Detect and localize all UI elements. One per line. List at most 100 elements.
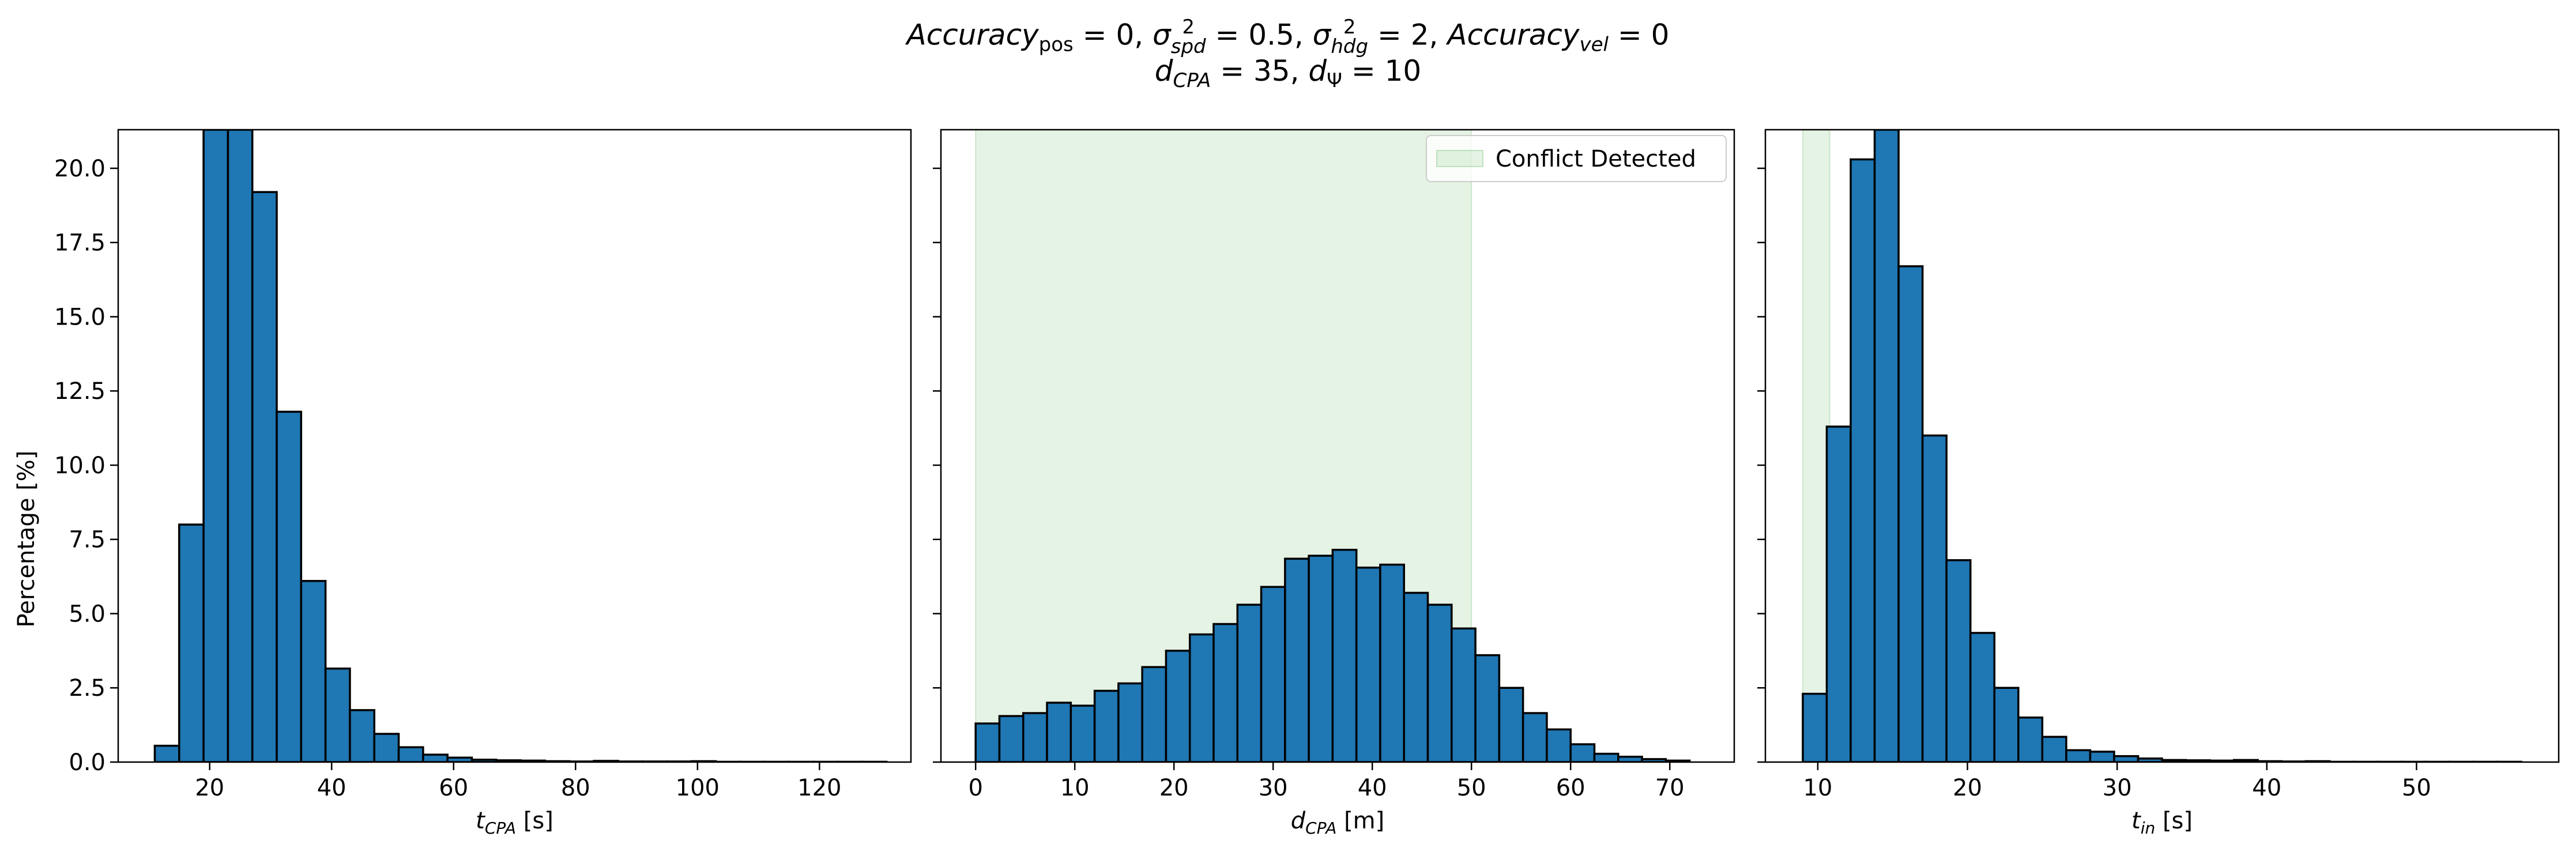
histogram-bar xyxy=(349,709,375,762)
histogram-bar xyxy=(1617,755,1643,762)
chart-title-line1: Accuracypos = 0, σ 2 spd = 0.5, σ 2 hdg = 2,… xyxy=(0,17,2576,56)
histogram-bar xyxy=(974,722,1001,762)
y-tick-label: 15.0 xyxy=(54,304,106,330)
histogram-bar xyxy=(1426,604,1453,762)
histogram-bar xyxy=(1945,559,1972,762)
legend-swatch xyxy=(1436,150,1483,167)
histogram-bar xyxy=(1897,265,1924,762)
histogram-bar xyxy=(1046,702,1072,762)
title-spd-value: = 0.5, xyxy=(1206,18,1313,52)
x-axis-label-unit: [m] xyxy=(1336,808,1385,834)
title-vel-value: = 0 xyxy=(1609,18,1670,52)
title-hdg-sub: hdg xyxy=(1331,35,1369,58)
histogram-bar xyxy=(2089,751,2115,762)
histogram-bar xyxy=(1474,654,1501,762)
histogram-bar xyxy=(324,668,351,762)
histogram-bar xyxy=(1546,728,1572,762)
histogram-bar xyxy=(178,523,205,762)
histogram-bar xyxy=(1260,586,1286,762)
x-tick-label: 0 xyxy=(968,775,982,801)
title-spd-sup: 2 xyxy=(1182,16,1195,39)
histogram-bar xyxy=(1093,689,1120,762)
x-tick-label: 50 xyxy=(1457,775,1486,801)
histogram-bar xyxy=(397,746,424,762)
chart-title-line2: dCPA = 35, dΨ = 10 xyxy=(0,56,2576,91)
histogram-bar xyxy=(1069,704,1096,762)
histogram-bar xyxy=(1212,623,1239,762)
title-dcpa-value: = 35, xyxy=(1211,54,1309,88)
x-axis-label: tCPA [s] xyxy=(476,809,553,836)
x-tick-label: 20 xyxy=(195,775,224,801)
histogram-bar xyxy=(2065,749,2092,762)
title-hdg-value: = 2, xyxy=(1368,18,1448,52)
histogram-bar xyxy=(1331,549,1358,762)
x-tick-label: 40 xyxy=(317,775,347,801)
x-tick-label: 40 xyxy=(1358,775,1387,801)
legend-box xyxy=(1426,135,1727,182)
y-tick-label: 12.5 xyxy=(54,378,106,405)
histogram-bar xyxy=(1664,759,1691,762)
y-tick-label: 10.0 xyxy=(54,453,106,479)
y-axis-label: Percentage [%] xyxy=(13,450,40,628)
histogram-bar xyxy=(1117,682,1143,762)
x-axis-label-var: d xyxy=(1290,808,1306,834)
y-tick-label: 2.5 xyxy=(69,675,106,702)
histogram-bar xyxy=(1850,158,1876,762)
axes-frame xyxy=(117,129,912,763)
histogram-bar xyxy=(1498,687,1524,762)
histogram-bar xyxy=(1593,752,1620,762)
title-pos-value: = 0, xyxy=(1073,18,1153,52)
histogram-bar xyxy=(1522,712,1548,762)
title-psi-sub: Ψ xyxy=(1327,69,1342,92)
x-tick-label: 10 xyxy=(1060,775,1090,801)
conflict-region xyxy=(1802,130,1831,762)
histogram-bar xyxy=(276,410,303,762)
x-tick-label: 70 xyxy=(1655,775,1685,801)
y-tick-label: 7.5 xyxy=(69,527,106,553)
title-pos-sub: pos xyxy=(1038,33,1074,56)
y-tick-label: 20.0 xyxy=(54,156,106,182)
x-tick-label: 120 xyxy=(797,775,841,801)
x-tick-label: 30 xyxy=(2103,775,2132,801)
title-vel-sub: vel xyxy=(1579,33,1609,56)
x-tick-label: 20 xyxy=(1953,775,1982,801)
x-tick-label: 10 xyxy=(1803,775,1832,801)
x-tick-label: 60 xyxy=(1556,775,1585,801)
title-hdg-sup: 2 xyxy=(1343,16,1356,39)
histogram-bar xyxy=(1379,563,1405,762)
title-dpsi-var: d xyxy=(1308,54,1327,88)
x-tick-label: 20 xyxy=(1159,775,1189,801)
axes-frame xyxy=(940,129,1735,763)
title-dpsi-value: = 10 xyxy=(1342,54,1422,88)
histogram-bar xyxy=(300,580,327,762)
x-tick-label: 100 xyxy=(676,775,720,801)
histogram-bar xyxy=(1451,627,1477,762)
histogram-bar xyxy=(1236,604,1263,762)
histogram-bar xyxy=(422,753,449,762)
histogram-bar xyxy=(1165,650,1191,762)
histogram-bar xyxy=(1969,632,1995,762)
x-axis-label-sub: in xyxy=(2140,819,2156,838)
x-axis-label-var: t xyxy=(476,808,485,834)
histogram-bar xyxy=(2017,716,2044,762)
histogram-bar xyxy=(1569,743,1596,762)
histogram-bar xyxy=(227,130,254,762)
histogram-bar xyxy=(202,130,229,762)
histogram-bar xyxy=(1284,557,1310,762)
title-accuracy-var: Accuracy xyxy=(906,18,1039,52)
histogram-bar xyxy=(1921,434,1948,762)
x-tick-label: 40 xyxy=(2252,775,2281,801)
histogram-bar xyxy=(1825,425,1852,762)
histogram-bar xyxy=(1993,687,2020,762)
title-sigma-symbol: σ xyxy=(1153,18,1171,52)
histogram-bar xyxy=(1355,566,1381,762)
histogram-bar xyxy=(373,733,400,762)
title-sigma-symbol: σ xyxy=(1312,18,1331,52)
histogram-bar xyxy=(1873,130,1900,762)
histogram-bar xyxy=(2041,736,2067,762)
x-axis-label-sub: CPA xyxy=(1305,819,1337,838)
histogram-bar xyxy=(1403,591,1429,762)
histogram-bar xyxy=(251,191,278,762)
x-axis-label-sub: CPA xyxy=(484,819,517,838)
